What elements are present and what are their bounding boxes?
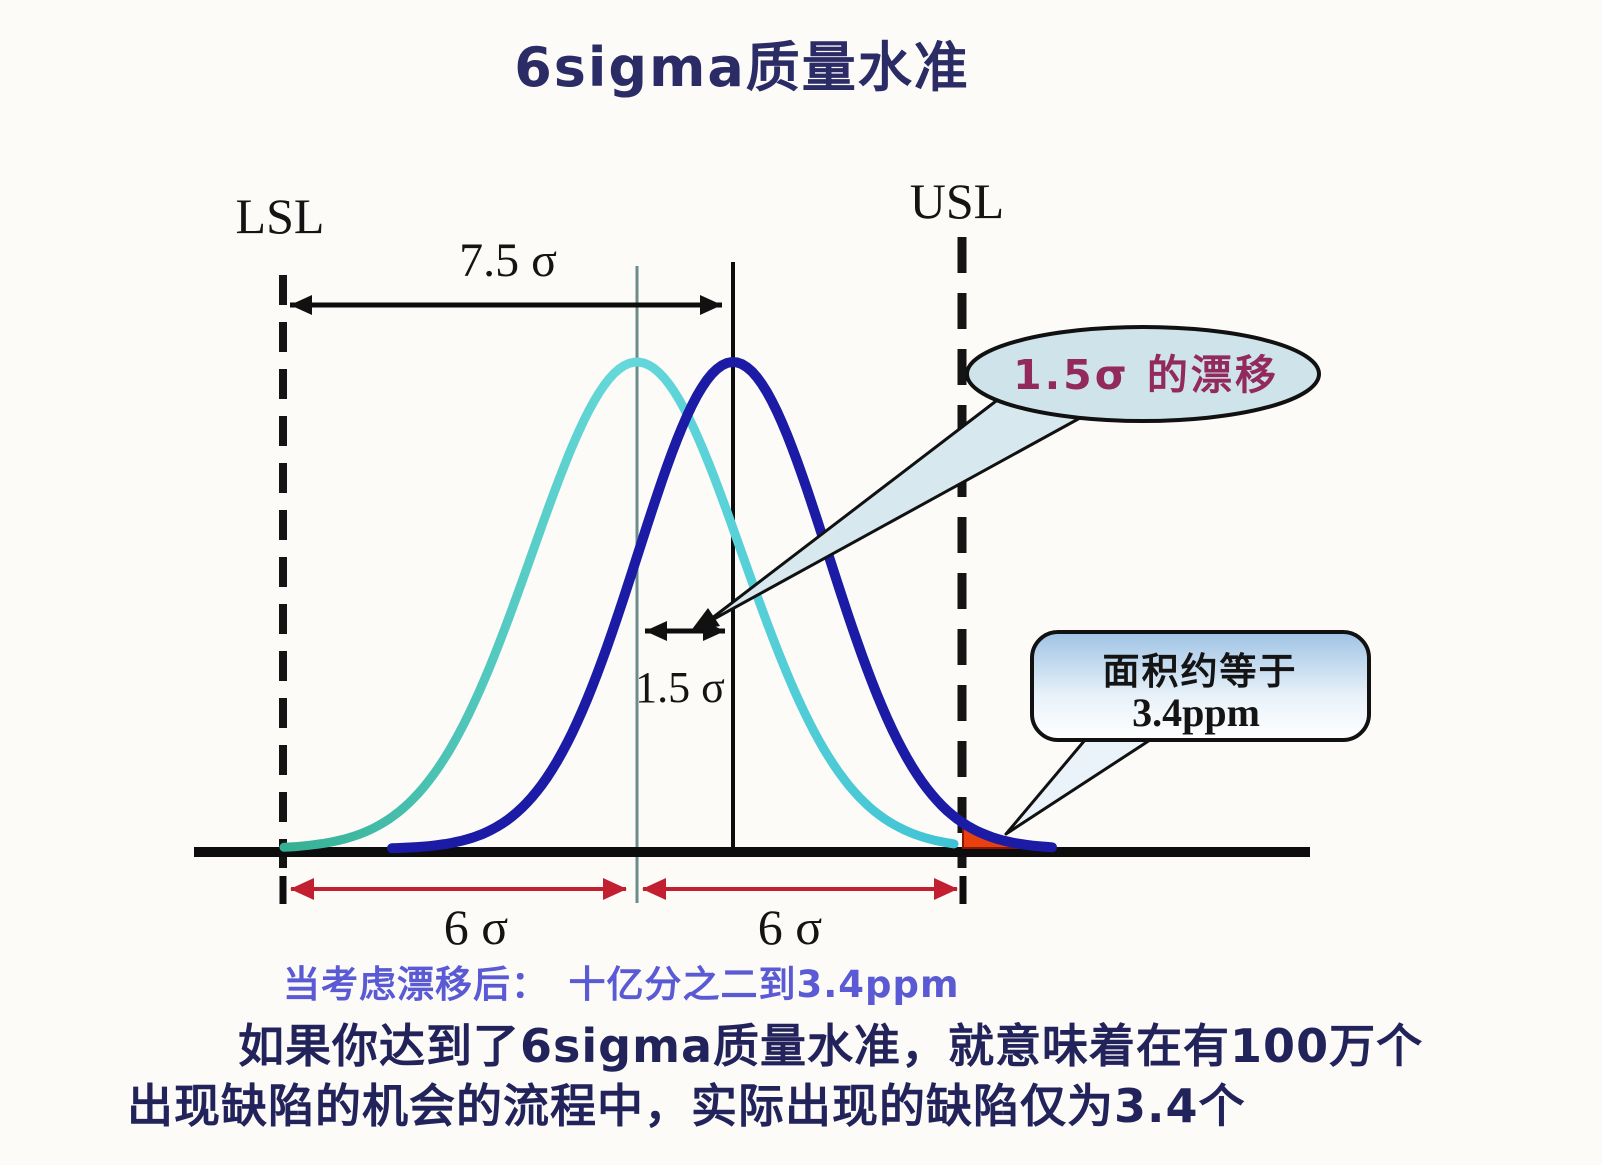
label-6-sigma-right: 6 σ <box>758 899 823 955</box>
page-title: 6sigma质量水准 <box>514 36 970 99</box>
area-callout-text-line1: 面积约等于 <box>1103 650 1298 693</box>
area-callout-bubble <box>1030 630 1371 742</box>
shift-callout-bubble <box>965 325 1321 423</box>
curve-shifted <box>387 356 1057 854</box>
usl-label: USL <box>910 173 1004 229</box>
curve-original <box>279 357 959 852</box>
footer-text-line2: 出现缺陷的机会的流程中，实际出现的缺陷仅为3.4个 <box>127 1079 1246 1133</box>
label-7-5-sigma: 7.5 σ <box>459 234 557 287</box>
label-1-5-sigma: 1.5 σ <box>635 663 725 712</box>
area-callout-text-line2: 3.4ppm <box>1132 690 1260 735</box>
area-callout-tail <box>1004 738 1152 836</box>
shift-callout-text: 1.5σ 的漂移 <box>1013 351 1279 399</box>
label-6-sigma-left: 6 σ <box>444 899 509 955</box>
shift-callout-tail <box>701 396 1082 627</box>
area-callout: 面积约等于 3.4ppm <box>1004 630 1371 836</box>
shift-result-caption: 当考虑漂移后： 十亿分之二到3.4ppm <box>283 963 960 1006</box>
lsl-label: LSL <box>236 188 325 244</box>
shift-callout-arrowhead-icon <box>690 608 720 632</box>
footer-text-line1: 如果你达到了6sigma质量水准，就意味着在有100万个 <box>238 1019 1423 1073</box>
shift-callout: 1.5σ 的漂移 <box>690 325 1321 632</box>
